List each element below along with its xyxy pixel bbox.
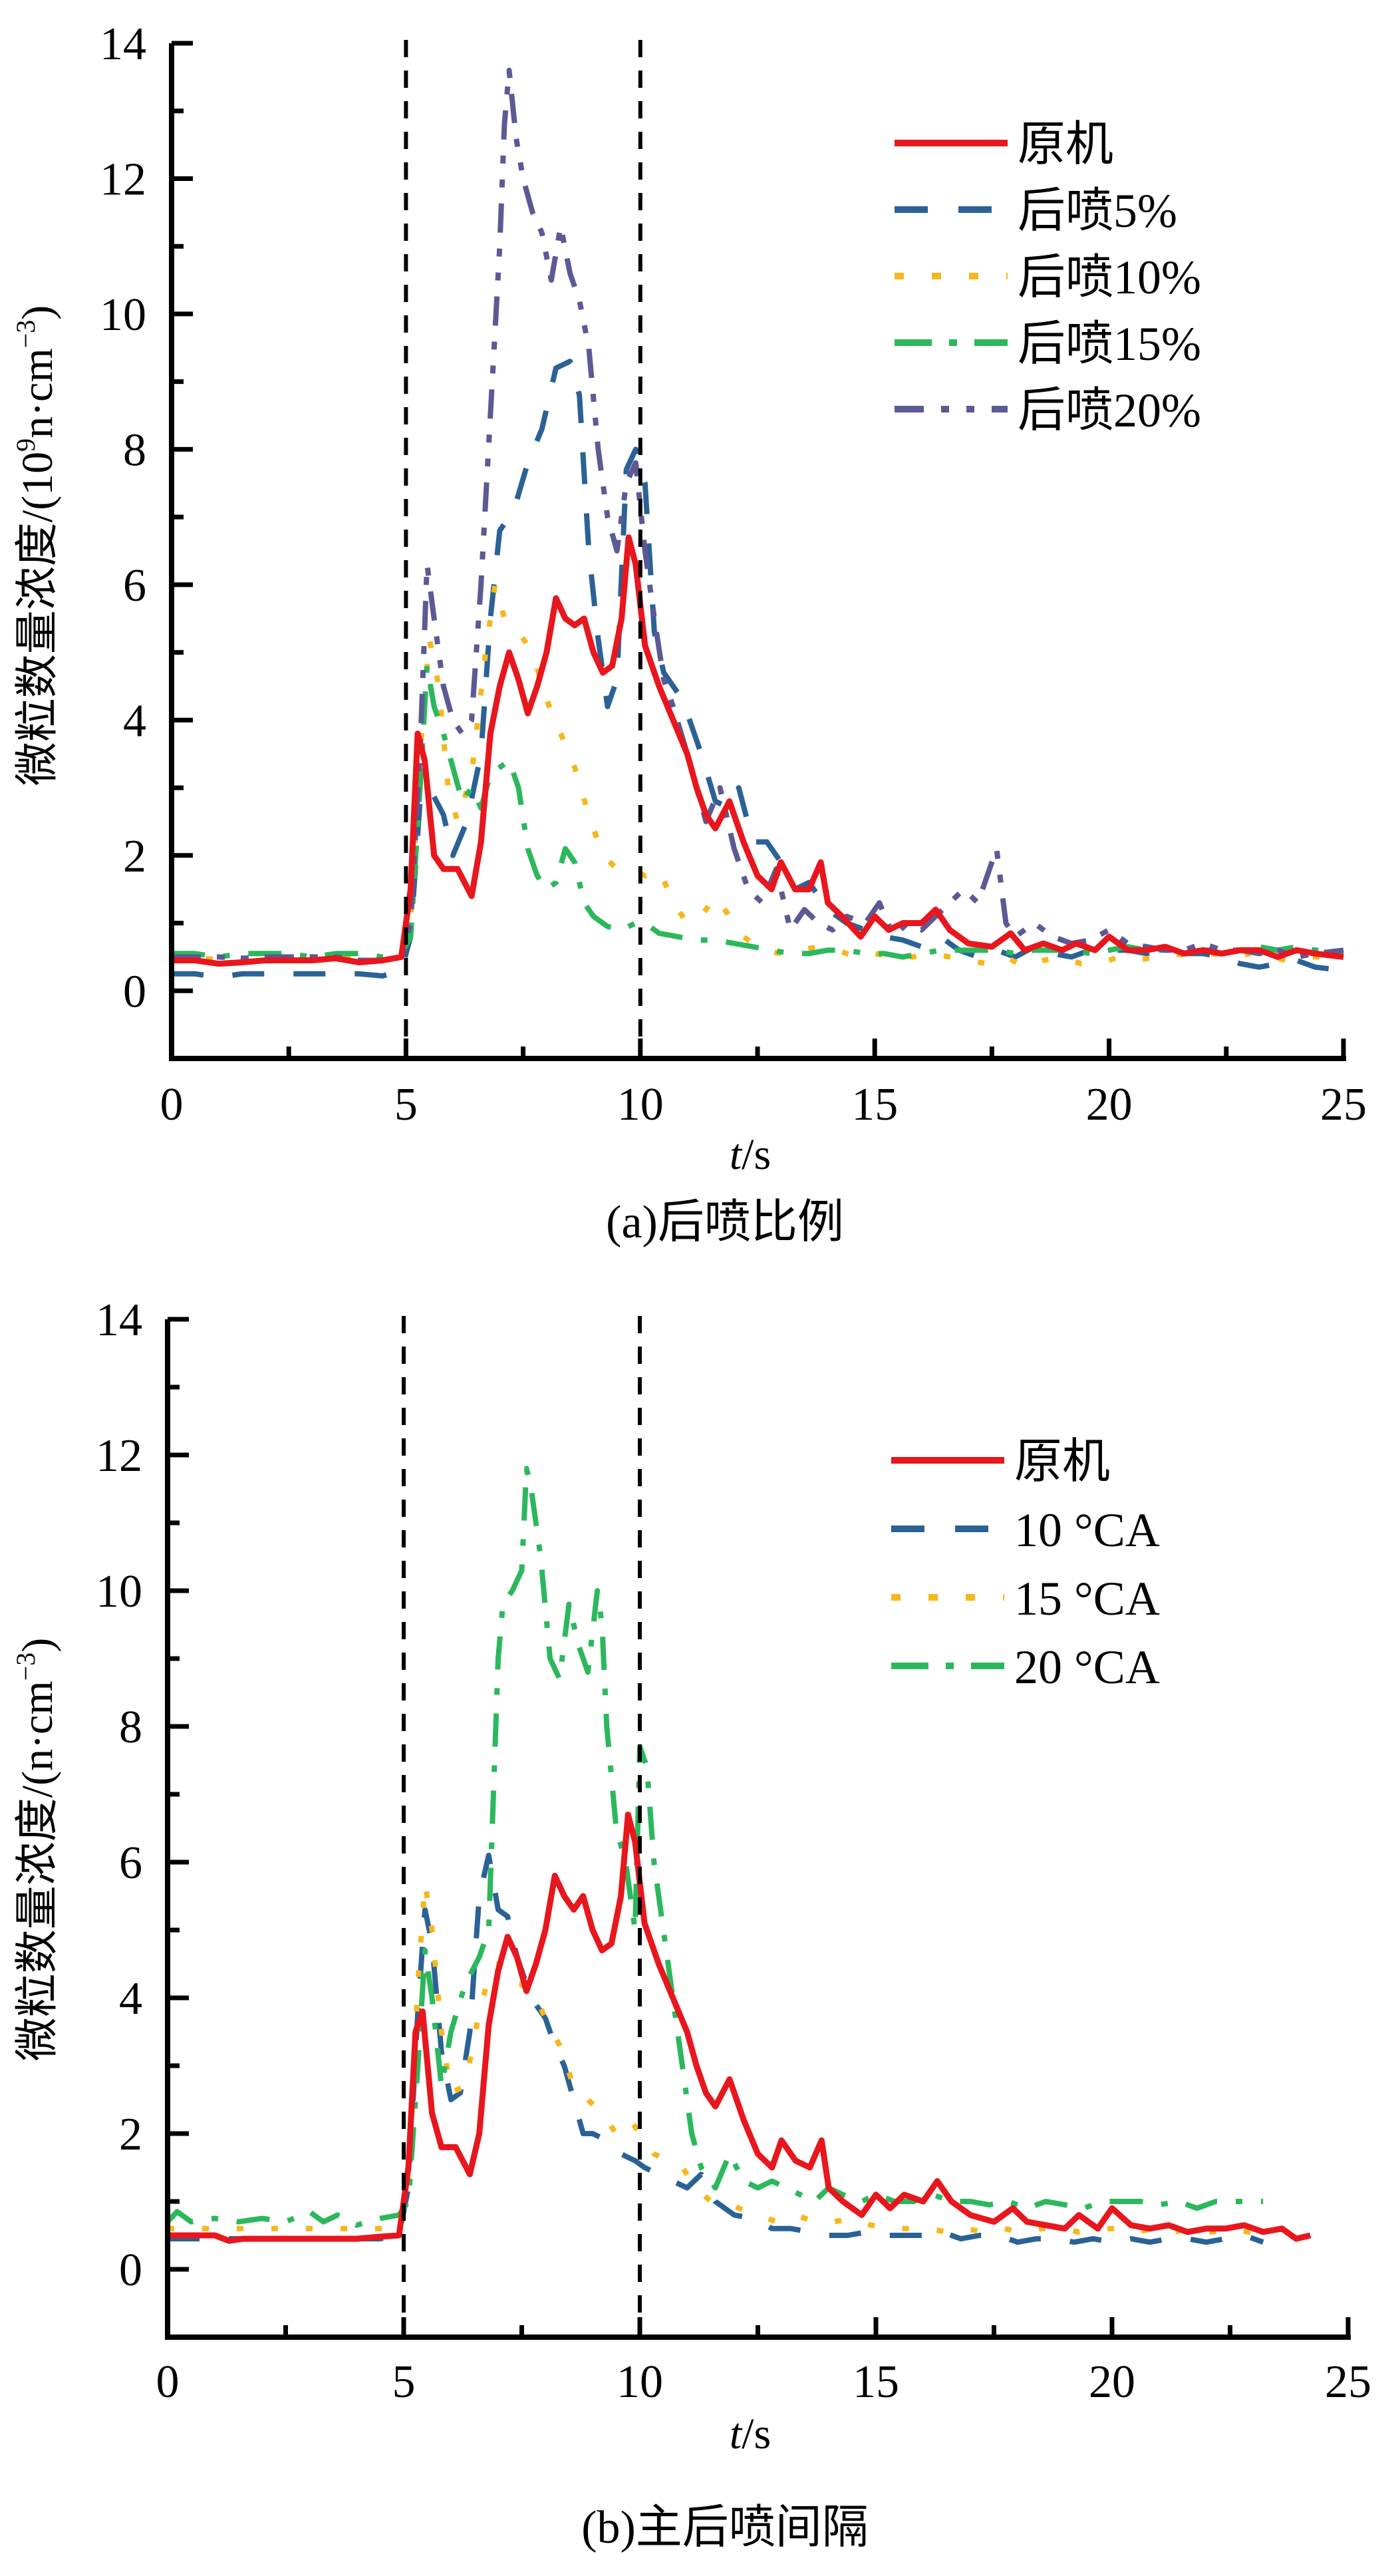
legend-item: 原机 bbox=[891, 1435, 1110, 1488]
series-line-4 bbox=[172, 663, 1344, 960]
legend-item: 20 °CA bbox=[891, 1641, 1160, 1694]
y-tick-label: 10 bbox=[100, 289, 146, 341]
legend-label: 15 °CA bbox=[1014, 1572, 1160, 1625]
chart-b-vertical-markers bbox=[402, 1316, 642, 2337]
y-tick-label: 2 bbox=[119, 2109, 142, 2160]
y-tick-label: 8 bbox=[123, 424, 146, 476]
legend-label: 后喷15% bbox=[1018, 317, 1201, 371]
chart-a-y-axis-label-sup1: 9 bbox=[11, 438, 41, 452]
y-tick-label: 12 bbox=[100, 154, 146, 205]
chart-b-y-tick-labels: 0 2 4 6 8 10 12 14 bbox=[96, 1295, 142, 2296]
chart-b-y-axis-label-sup2: −3 bbox=[11, 1653, 41, 1681]
legend-item: 15 °CA bbox=[891, 1572, 1160, 1625]
series-line-1 bbox=[172, 534, 1344, 967]
chart-a-y-tick-labels: 0 2 4 6 8 10 12 14 bbox=[100, 19, 146, 1017]
y-tick-label: 4 bbox=[123, 695, 146, 746]
chart-a-axes bbox=[169, 41, 1346, 1061]
chart-a-x-axis-label-var: t bbox=[730, 1130, 743, 1179]
y-tick-label: 6 bbox=[119, 1838, 142, 1889]
series-line-3 bbox=[168, 1879, 1264, 2235]
x-tick-label: 15 bbox=[851, 1079, 898, 1130]
y-tick-label: 0 bbox=[123, 966, 146, 1017]
series-line-2 bbox=[172, 359, 1344, 980]
chart-b-y-axis-label-mid: n·cm bbox=[13, 1681, 62, 1771]
chart-a-x-tick-labels: 0 5 10 15 20 25 bbox=[160, 1079, 1367, 1130]
legend-label: 10 °CA bbox=[1014, 1504, 1160, 1557]
legend-item: 后喷10% bbox=[895, 251, 1201, 304]
legend-item: 后喷15% bbox=[895, 317, 1201, 371]
y-tick-label: 0 bbox=[119, 2245, 142, 2296]
x-tick-label: 10 bbox=[617, 1079, 664, 1130]
legend-item: 后喷5% bbox=[895, 184, 1177, 238]
chart-b-y-axis-label: 微粒数量浓度/(n·cm−3) bbox=[11, 1638, 62, 2061]
y-tick-label: 14 bbox=[96, 1295, 142, 1346]
x-tick-label: 0 bbox=[160, 1079, 184, 1130]
legend-label: 后喷5% bbox=[1018, 184, 1177, 238]
chart-a-y-axis-label-close: ) bbox=[13, 305, 62, 320]
chart-b-legend: 原机 10 °CA 15 °CA 20 °CA bbox=[891, 1435, 1160, 1694]
chart-a-y-axis-label-main: 微粒数量浓度/(10 bbox=[13, 452, 62, 786]
chart-a-y-axis-label-mid: n·cm bbox=[13, 348, 62, 438]
y-tick-label: 8 bbox=[119, 1702, 142, 1753]
chart-b-y-axis-label-main: 微粒数量浓度/( bbox=[13, 1771, 62, 2061]
x-tick-label: 25 bbox=[1325, 2356, 1371, 2408]
legend-label: 后喷10% bbox=[1018, 251, 1201, 304]
chart-a-y-axis-label: 微粒数量浓度/(109n·cm−3) bbox=[11, 305, 62, 786]
x-tick-label: 5 bbox=[392, 2356, 416, 2408]
chart-a-vertical-markers bbox=[404, 40, 642, 1058]
chart-b-caption: (b)主后喷间隔 bbox=[581, 2502, 869, 2553]
series-line-3 bbox=[172, 581, 1344, 970]
chart-a-y-axis-label-sup2: −3 bbox=[11, 320, 41, 349]
chart-b-axes bbox=[165, 1317, 1351, 2340]
x-tick-label: 20 bbox=[1086, 1079, 1133, 1130]
chart-a-x-axis-label-unit: /s bbox=[742, 1130, 771, 1179]
chart-a-caption: (a)后喷比例 bbox=[606, 1197, 844, 1248]
chart-b-x-tick-labels: 0 5 10 15 20 25 bbox=[156, 2356, 1372, 2408]
x-tick-label: 5 bbox=[394, 1079, 418, 1130]
x-tick-label: 15 bbox=[853, 2356, 899, 2408]
y-tick-label: 14 bbox=[100, 19, 146, 70]
y-tick-label: 6 bbox=[123, 560, 146, 611]
legend-label: 20 °CA bbox=[1014, 1641, 1160, 1694]
y-tick-label: 2 bbox=[123, 831, 146, 882]
x-tick-label: 20 bbox=[1089, 2356, 1135, 2408]
x-tick-label: 25 bbox=[1320, 1079, 1367, 1130]
legend-item: 10 °CA bbox=[891, 1504, 1160, 1557]
x-tick-label: 0 bbox=[156, 2356, 180, 2408]
legend-label: 原机 bbox=[1014, 1435, 1110, 1488]
legend-item: 后喷20% bbox=[895, 384, 1201, 437]
chart-b: 0 5 10 15 20 25 0 2 4 6 8 10 12 14 原机 10 °CA 15 °CA 20 … bbox=[11, 1295, 1371, 2553]
chart-a-x-axis-label: t/s bbox=[730, 1130, 771, 1179]
y-tick-label: 10 bbox=[96, 1566, 142, 1617]
chart-b-x-axis-label-unit: /s bbox=[742, 2410, 771, 2458]
x-tick-label: 10 bbox=[617, 2356, 663, 2408]
chart-a-series-lines bbox=[172, 67, 1344, 980]
chart-b-x-axis-label: t/s bbox=[730, 2410, 771, 2458]
chart-b-x-axis-label-var: t bbox=[730, 2410, 743, 2458]
y-tick-label: 4 bbox=[119, 1973, 142, 2024]
legend-item: 原机 bbox=[895, 118, 1113, 171]
legend-label: 原机 bbox=[1018, 118, 1113, 171]
series-line-1 bbox=[168, 1812, 1312, 2244]
y-tick-label: 12 bbox=[96, 1430, 142, 1482]
legend-label: 后喷20% bbox=[1018, 384, 1201, 437]
chart-b-y-axis-label-close: ) bbox=[13, 1638, 62, 1653]
